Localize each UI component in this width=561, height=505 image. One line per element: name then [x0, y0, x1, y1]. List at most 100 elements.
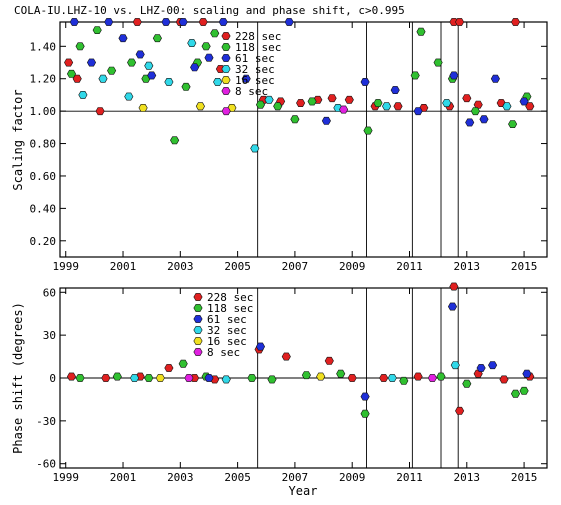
bottom-y-tick-label: 60	[43, 286, 56, 299]
top-y-tick-label: 1.00	[30, 105, 57, 118]
bottom-data-point	[488, 361, 498, 370]
bottom-data-point	[379, 374, 389, 382]
top-data-point	[204, 53, 214, 62]
bottom-data-point	[462, 379, 472, 388]
top-legend-label: 16 sec	[235, 74, 275, 87]
top-y-tick-label: 0.40	[30, 202, 57, 215]
top-data-point	[161, 18, 171, 26]
top-data-point	[86, 58, 97, 67]
top-x-tick-label: 2011	[396, 260, 423, 273]
top-y-axis-label: Scaling factor	[11, 89, 25, 190]
top-data-point	[339, 105, 349, 114]
top-data-point	[390, 86, 400, 94]
bottom-data-point	[476, 364, 486, 372]
bottom-data-point	[399, 376, 409, 385]
bottom-data-point	[316, 372, 326, 381]
top-axis-ticks: 1999 2001 2003 2005 2007 2009 2011 2013 2015 0.20…	[30, 22, 547, 273]
top-data-point	[64, 58, 74, 67]
top-x-tick-label: 2009	[339, 260, 366, 273]
bottom-data-point	[204, 374, 214, 382]
top-data-point	[360, 78, 370, 86]
top-legend-label: 8 sec	[235, 85, 268, 98]
bottom-x-tick-label: 2007	[282, 471, 309, 484]
bottom-data-point	[267, 375, 277, 384]
top-reference-lines	[60, 22, 547, 257]
top-data-point	[264, 95, 274, 104]
bottom-data-point	[450, 361, 460, 370]
top-legend-label: 61 sec	[235, 52, 275, 65]
top-data-point	[296, 99, 306, 107]
top-data-point	[210, 29, 220, 38]
bottom-data-point	[336, 369, 346, 378]
top-y-tick-label: 1.40	[30, 40, 57, 53]
bottom-data-point	[360, 392, 370, 401]
bottom-x-tick-label: 1999	[52, 471, 79, 484]
bottom-data-point	[144, 374, 154, 382]
bottom-data-point	[164, 364, 174, 372]
bottom-data-point	[184, 374, 194, 382]
bottom-x-tick-label: 2005	[224, 471, 251, 484]
bottom-data-point	[499, 375, 509, 384]
top-data-point	[510, 18, 521, 26]
top-data-point	[147, 71, 157, 80]
bottom-x-tick-label: 2015	[511, 471, 538, 484]
bottom-legend-label: 32 sec	[207, 324, 247, 337]
top-data-point	[218, 18, 228, 26]
bottom-legend-marker	[193, 315, 203, 323]
bottom-data-point	[519, 386, 529, 395]
top-data-point	[135, 50, 145, 59]
top-data-point	[170, 136, 180, 145]
bottom-y-tick-label: -30	[36, 415, 56, 428]
top-data-point	[327, 94, 337, 103]
bottom-data-point	[255, 342, 266, 351]
top-data-point	[442, 99, 452, 107]
top-data-point	[344, 95, 354, 104]
top-data-point	[373, 99, 383, 107]
top-data-point	[290, 115, 300, 124]
bottom-data-point	[447, 302, 458, 311]
bottom-y-tick-label: 30	[43, 329, 56, 342]
top-y-tick-label: 0.60	[30, 170, 57, 183]
top-legend-marker	[221, 76, 231, 84]
bottom-x-tick-label: 2001	[110, 471, 137, 484]
bottom-x-tick-label: 2009	[339, 471, 366, 484]
bottom-data-point	[155, 374, 165, 382]
top-data-point	[92, 26, 102, 35]
top-data-point	[98, 74, 108, 83]
top-data-point	[78, 91, 88, 99]
bottom-panel: Phase shift (degrees) Year 1999 2001 2003 2…	[11, 282, 548, 498]
bottom-legend-label: 61 sec	[207, 313, 247, 326]
top-chart-title: COLA-IU.LHZ-10 vs. LHZ-00: scaling and p…	[14, 4, 405, 17]
top-y-tick-label: 0.80	[30, 138, 57, 151]
top-data-point	[508, 120, 518, 128]
top-data-point	[132, 18, 142, 26]
top-data-point	[462, 94, 472, 103]
bottom-x-axis-label: Year	[289, 484, 318, 498]
top-data-point	[321, 116, 331, 125]
top-data-point	[198, 18, 208, 26]
bottom-data-point	[387, 374, 397, 382]
top-data-point	[190, 63, 200, 72]
top-data-point	[221, 107, 231, 116]
bottom-data-point	[510, 389, 521, 398]
bottom-y-tick-label: -60	[36, 458, 56, 471]
bottom-x-tick-label: 2003	[167, 471, 194, 484]
top-x-tick-label: 2015	[511, 260, 538, 273]
bottom-data-point	[347, 374, 357, 382]
top-data-point	[382, 102, 392, 111]
bottom-data-point	[427, 374, 437, 382]
top-data-points	[64, 18, 535, 153]
bottom-data-point	[66, 372, 77, 381]
top-data-point	[284, 18, 294, 26]
top-data-point	[124, 92, 134, 101]
top-data-point	[449, 71, 459, 80]
top-legend-marker	[221, 87, 231, 95]
top-data-point	[107, 66, 117, 75]
top-data-point	[95, 107, 105, 116]
top-data-point	[69, 18, 79, 26]
top-data-point	[465, 118, 475, 127]
top-x-tick-label: 2003	[167, 260, 194, 273]
